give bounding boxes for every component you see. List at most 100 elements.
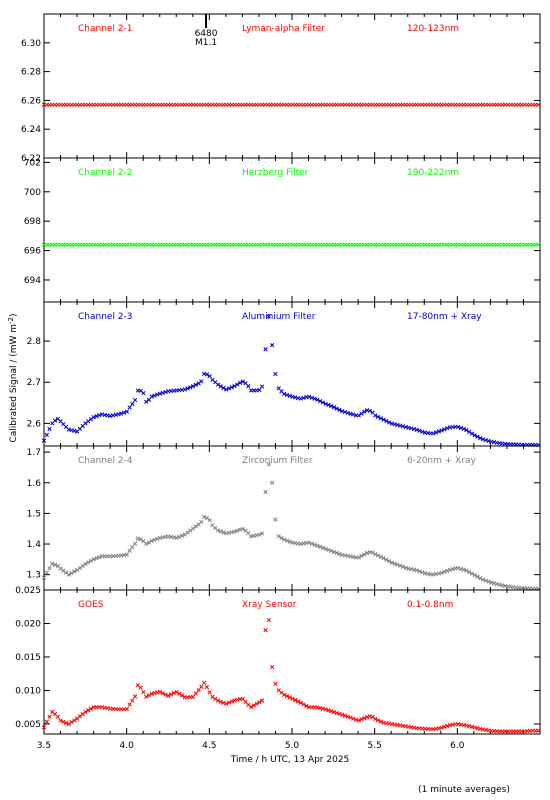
data-point: [132, 541, 138, 546]
data-point: [196, 687, 201, 693]
data-point: [295, 699, 301, 704]
data-point: [254, 701, 259, 706]
x-axis-label: Time / h UTC, 13 Apr 2025: [230, 755, 350, 765]
data-point: [224, 701, 229, 706]
data-point: [367, 408, 372, 413]
data-point: [276, 534, 281, 539]
data-point: [207, 373, 212, 379]
data-point: [240, 379, 245, 384]
y-tick-label: 698: [24, 217, 41, 227]
data-point: [58, 566, 63, 571]
x-tick-label: 6.0: [450, 741, 465, 751]
data-point: [127, 405, 132, 410]
data-point: [190, 694, 196, 699]
series-points: [41, 102, 541, 107]
data-point: [478, 576, 483, 581]
data-point: [121, 410, 127, 415]
panel-band-label: 17-80nm + Xray: [407, 312, 482, 322]
data-point: [378, 719, 384, 724]
data-point: [414, 568, 419, 573]
data-point: [41, 438, 47, 443]
panel-filter-label: Aluminium Filter: [242, 312, 316, 322]
data-point: [320, 400, 326, 405]
data-point: [279, 535, 284, 541]
series-points: [41, 242, 541, 247]
data-point: [461, 426, 466, 432]
data-point: [124, 706, 129, 712]
data-point: [215, 528, 221, 533]
data-point: [141, 390, 146, 396]
data-point: [420, 570, 425, 575]
data-point: [47, 426, 52, 432]
data-point: [356, 555, 361, 560]
data-point: [304, 703, 309, 709]
data-point: [174, 535, 179, 540]
data-point: [190, 526, 196, 531]
panel-frame: [43, 445, 541, 591]
y-tick-label: 6.28: [21, 68, 41, 78]
data-point: [182, 532, 187, 537]
data-point: [44, 719, 49, 724]
data-point: [86, 708, 91, 713]
data-point: [378, 554, 384, 559]
data-point: [224, 387, 229, 392]
data-point: [237, 380, 243, 385]
panel-frame: [43, 589, 541, 735]
data-point: [362, 715, 367, 721]
data-point: [480, 577, 486, 582]
data-point: [50, 561, 55, 567]
data-point: [155, 392, 160, 397]
panel-frame: [43, 301, 541, 447]
data-point: [193, 382, 199, 387]
data-point: [179, 533, 185, 538]
data-point: [193, 524, 199, 529]
data-point: [91, 415, 96, 420]
data-point: [315, 543, 320, 548]
data-point: [266, 617, 272, 623]
data-point: [442, 569, 447, 574]
data-point: [66, 721, 72, 727]
data-point: [356, 413, 361, 418]
data-point: [400, 564, 406, 569]
data-point: [356, 718, 361, 723]
panel-filter-label: Lyman-alpha Filter: [242, 24, 325, 34]
data-point: [74, 567, 80, 573]
x-tick-label: 5.5: [368, 741, 382, 751]
data-point: [97, 555, 102, 560]
data-point: [88, 706, 94, 711]
panel-channel-label: Channel 2-3: [78, 312, 133, 322]
data-point: [144, 541, 149, 546]
data-point: [235, 528, 240, 533]
data-point: [199, 379, 204, 384]
data-point: [293, 697, 298, 703]
data-point: [375, 553, 381, 558]
panel-frame: [43, 13, 541, 159]
data-point: [464, 568, 469, 573]
data-point: [284, 538, 290, 543]
data-point: [226, 700, 232, 705]
y-tick-label: 1.4: [27, 540, 42, 550]
data-point: [263, 628, 268, 633]
data-point: [315, 397, 320, 402]
data-point: [94, 556, 99, 561]
data-point: [138, 685, 143, 690]
data-point: [444, 568, 450, 573]
data-point: [86, 560, 91, 565]
data-point: [417, 569, 422, 574]
data-point: [323, 401, 328, 407]
data-point: [124, 552, 129, 557]
data-point: [392, 561, 397, 566]
data-point: [132, 397, 138, 403]
event-marker-label: 6480: [195, 29, 218, 39]
data-point: [259, 384, 265, 389]
data-point: [91, 557, 96, 562]
data-point: [72, 718, 77, 723]
data-point: [328, 403, 334, 409]
data-point: [130, 401, 135, 407]
data-point: [536, 102, 541, 107]
data-point: [331, 405, 337, 410]
x-tick-label: 3.5: [37, 741, 51, 751]
data-point: [182, 387, 187, 392]
panel-filter-label: Zirconium Filter: [242, 456, 313, 466]
data-point: [273, 371, 278, 377]
